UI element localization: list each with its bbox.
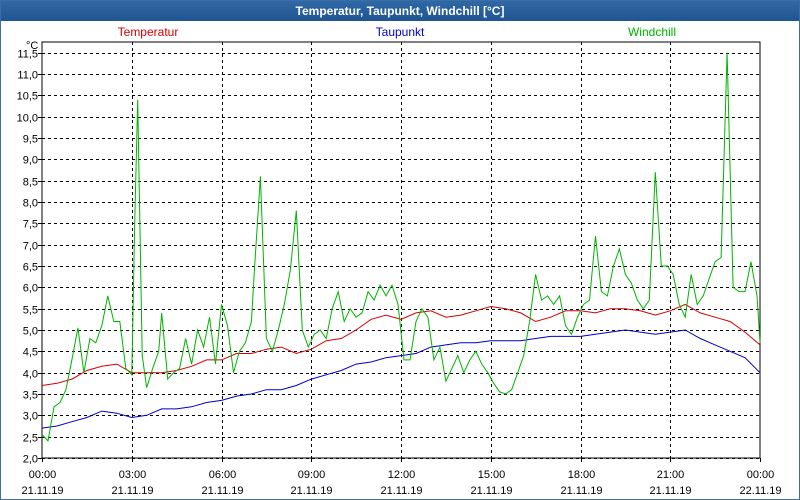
y-tick-label: 2,0 (23, 454, 38, 466)
x-tick-time-label: 21:00 (657, 469, 685, 481)
x-tick-time-label: 12:00 (388, 469, 416, 481)
y-axis-ticks: 2,0 2,5 3,0 3,5 4,0 4,5 5,0 5,5 6,0 6,5 7,0 7,5 8,0 8… (17, 49, 42, 466)
series-line-windchill (41, 52, 761, 442)
y-tick-label: 3,5 (23, 390, 38, 402)
y-tick-label: 10,0 (17, 113, 38, 125)
x-tick-date-label: 21.11.19 (560, 485, 602, 497)
y-tick-label: 5,0 (23, 326, 38, 338)
y-tick-label: 5,5 (23, 305, 38, 317)
y-tick-label: 11,0 (17, 70, 38, 82)
y-tick-label: 7,5 (23, 219, 38, 231)
legend-item-windchill: Windchill (628, 25, 676, 39)
y-tick-label: 9,5 (23, 134, 38, 146)
x-tick-date-label: 22.11.19 (739, 485, 781, 497)
x-tick-date-label: 21.11.19 (21, 485, 63, 497)
series-layer (41, 52, 761, 442)
y-tick-label: 4,5 (23, 347, 38, 359)
y-tick-label: 2,5 (23, 433, 38, 445)
x-tick-date-label: 21.11.19 (649, 485, 691, 497)
x-tick-time-label: 03:00 (119, 469, 147, 481)
y-tick-label: 7,0 (23, 241, 38, 253)
x-tick-date-label: 21.11.19 (201, 485, 243, 497)
x-tick-time-label: 00:00 (29, 469, 57, 481)
x-axis-ticks: 00:00 21.11.19 03:00 21.11.19 06:00 21.11.19 0… (21, 458, 782, 497)
y-axis-unit: °C (26, 40, 38, 52)
window-title: Temperatur, Taupunkt, Windchill [°C] (1, 1, 799, 21)
y-tick-label: 4,0 (23, 369, 38, 381)
series-line-temperatur (41, 303, 761, 386)
y-tick-label: 3,0 (23, 411, 38, 423)
x-tick-date-label: 21.11.19 (470, 485, 512, 497)
y-tick-label: 11,5 (17, 49, 38, 61)
legend-item-taupunkt: Taupunkt (376, 25, 425, 39)
legend-item-temperatur: Temperatur (118, 25, 179, 39)
y-tick-label: 8,0 (23, 198, 38, 210)
x-tick-time-label: 15:00 (478, 469, 506, 481)
x-tick-date-label: 21.11.19 (290, 485, 332, 497)
y-tick-label: 10,5 (17, 91, 38, 103)
x-tick-time-label: 00:00 (747, 469, 775, 481)
x-tick-time-label: 09:00 (298, 469, 326, 481)
y-tick-label: 6,5 (23, 262, 38, 274)
x-tick-date-label: 21.11.19 (380, 485, 422, 497)
x-tick-time-label: 06:00 (209, 469, 237, 481)
x-tick-date-label: 21.11.19 (111, 485, 153, 497)
y-tick-label: 8,5 (23, 177, 38, 189)
y-tick-label: 9,0 (23, 155, 38, 167)
series-line-taupunkt (41, 329, 761, 429)
grid-lines (42, 42, 760, 459)
y-tick-label: 6,0 (23, 283, 38, 295)
x-tick-time-label: 18:00 (568, 469, 596, 481)
legend: Temperatur Taupunkt Windchill (118, 25, 676, 39)
